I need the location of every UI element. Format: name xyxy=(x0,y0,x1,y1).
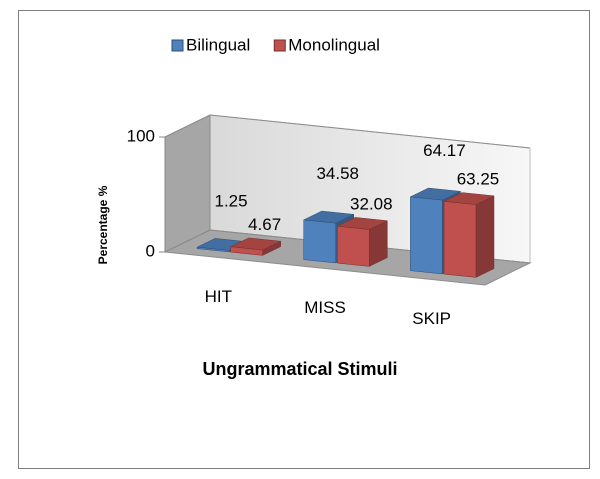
x-tick-label: SKIP xyxy=(412,309,451,328)
y-tick-label: 100 xyxy=(127,126,155,145)
bar-front xyxy=(443,201,477,278)
side-wall xyxy=(164,114,211,253)
data-label: 64.17 xyxy=(423,141,466,160)
data-label: 1.25 xyxy=(215,192,248,211)
legend-swatch xyxy=(171,39,184,52)
bar-front xyxy=(230,246,263,256)
x-tick-label: MISS xyxy=(304,298,346,317)
bar xyxy=(229,237,282,256)
legend-label: Bilingual xyxy=(186,35,250,54)
grid-line xyxy=(164,114,531,149)
legend-swatch xyxy=(273,39,286,52)
bar xyxy=(443,192,495,278)
data-label: 32.08 xyxy=(350,195,393,214)
x-axis-title: Ungrammatical Stimuli xyxy=(202,359,397,379)
bar-front xyxy=(196,246,230,253)
y-axis-title: Percentage % xyxy=(96,185,110,264)
bar xyxy=(336,217,389,267)
data-label: 4.67 xyxy=(248,215,281,234)
legend-label: Monolingual xyxy=(288,35,380,54)
bar-front xyxy=(410,196,443,275)
y-tick-label: 0 xyxy=(146,241,155,260)
bar-front xyxy=(337,225,370,267)
data-label: 63.25 xyxy=(457,170,500,189)
x-tick-label: HIT xyxy=(205,287,232,306)
bar-side xyxy=(475,195,495,278)
data-label: 34.58 xyxy=(316,164,359,183)
bar-front xyxy=(303,219,336,264)
